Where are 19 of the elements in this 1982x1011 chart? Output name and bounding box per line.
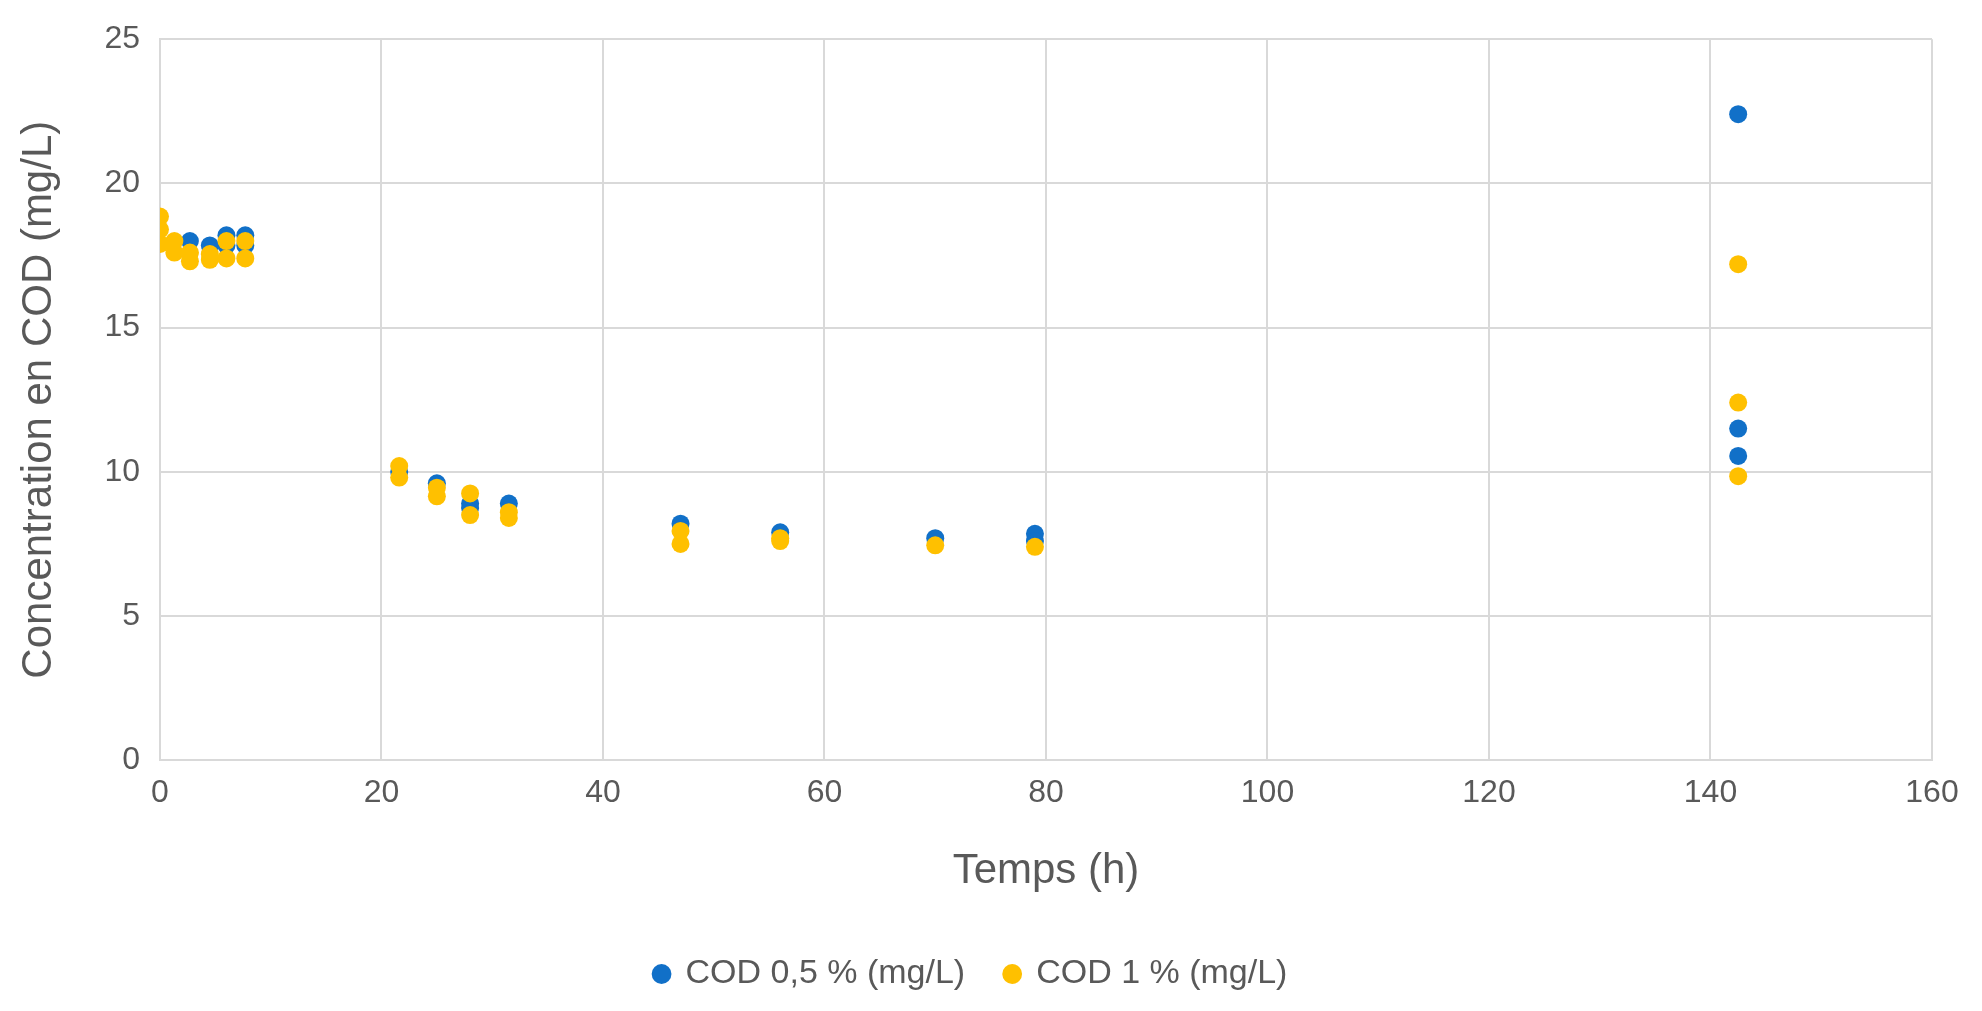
x-tick-label: 0 [151,773,169,810]
x-axis-title: Temps (h) [952,845,1140,893]
x-tick-label: 160 [1905,773,1959,810]
x-tick-label: 60 [806,773,843,810]
x-tick-label: 100 [1240,773,1295,810]
legend-label: COD 0,5 % (mg/L) [685,952,966,991]
x-tick-label: 20 [363,773,400,810]
y-tick-label: 10 [104,451,140,488]
x-tick-label: 80 [1028,773,1064,810]
legend-label: COD 1 % (mg/L) [1036,952,1288,991]
y-tick-label: 15 [104,307,140,344]
y-axis-title: Concentration en COD (mg/L) [12,120,60,679]
y-tick-label: 0 [122,740,140,777]
x-tick-label: 140 [1683,773,1738,810]
y-tick-label: 20 [104,163,140,200]
y-tick-label: 25 [104,19,140,56]
x-tick-label: 40 [585,773,621,810]
x-tick-label: 120 [1462,773,1516,810]
y-tick-label: 5 [122,595,140,632]
